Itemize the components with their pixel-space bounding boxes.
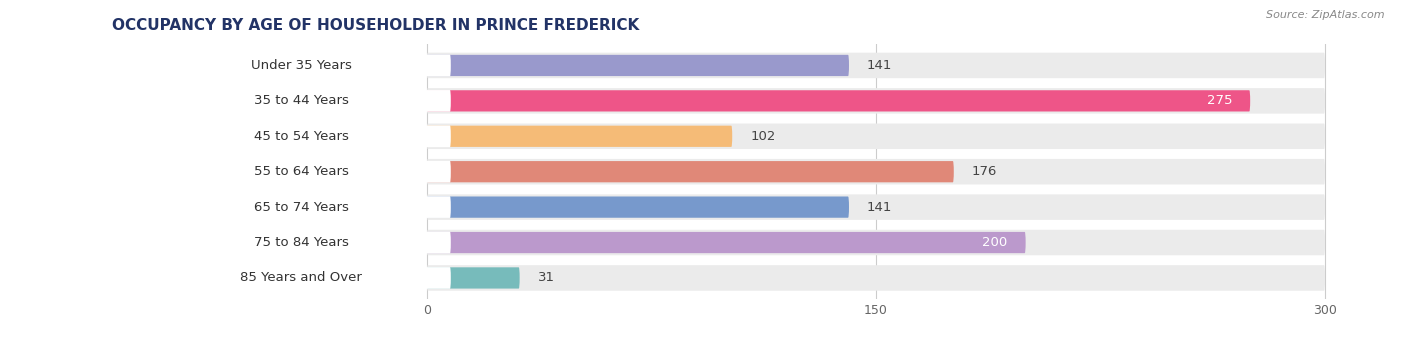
Text: Source: ZipAtlas.com: Source: ZipAtlas.com: [1267, 10, 1385, 20]
FancyBboxPatch shape: [152, 161, 451, 183]
Text: 35 to 44 Years: 35 to 44 Years: [253, 95, 349, 107]
FancyBboxPatch shape: [152, 196, 451, 218]
Text: 176: 176: [972, 165, 997, 178]
Text: OCCUPANCY BY AGE OF HOUSEHOLDER IN PRINCE FREDERICK: OCCUPANCY BY AGE OF HOUSEHOLDER IN PRINC…: [112, 18, 640, 33]
FancyBboxPatch shape: [152, 267, 451, 289]
FancyBboxPatch shape: [427, 159, 1324, 184]
FancyBboxPatch shape: [427, 53, 1324, 78]
Text: 102: 102: [751, 130, 776, 143]
FancyBboxPatch shape: [427, 123, 1324, 149]
Text: 141: 141: [868, 59, 893, 72]
FancyBboxPatch shape: [427, 197, 849, 218]
FancyBboxPatch shape: [427, 55, 849, 76]
Text: 85 Years and Over: 85 Years and Over: [240, 271, 361, 285]
Text: 200: 200: [983, 236, 1008, 249]
FancyBboxPatch shape: [152, 125, 451, 147]
Text: 141: 141: [868, 201, 893, 214]
FancyBboxPatch shape: [427, 265, 1324, 291]
FancyBboxPatch shape: [152, 90, 451, 112]
FancyBboxPatch shape: [427, 194, 1324, 220]
FancyBboxPatch shape: [427, 88, 1324, 114]
Text: 55 to 64 Years: 55 to 64 Years: [253, 165, 349, 178]
FancyBboxPatch shape: [427, 161, 953, 182]
Text: 275: 275: [1206, 95, 1232, 107]
Text: 65 to 74 Years: 65 to 74 Years: [253, 201, 349, 214]
FancyBboxPatch shape: [427, 90, 1250, 112]
Text: 75 to 84 Years: 75 to 84 Years: [253, 236, 349, 249]
FancyBboxPatch shape: [427, 267, 520, 289]
Text: 31: 31: [537, 271, 554, 285]
FancyBboxPatch shape: [427, 230, 1324, 255]
FancyBboxPatch shape: [152, 232, 451, 253]
FancyBboxPatch shape: [152, 55, 451, 76]
Text: Under 35 Years: Under 35 Years: [250, 59, 352, 72]
FancyBboxPatch shape: [427, 126, 733, 147]
FancyBboxPatch shape: [427, 232, 1025, 253]
Text: 45 to 54 Years: 45 to 54 Years: [253, 130, 349, 143]
